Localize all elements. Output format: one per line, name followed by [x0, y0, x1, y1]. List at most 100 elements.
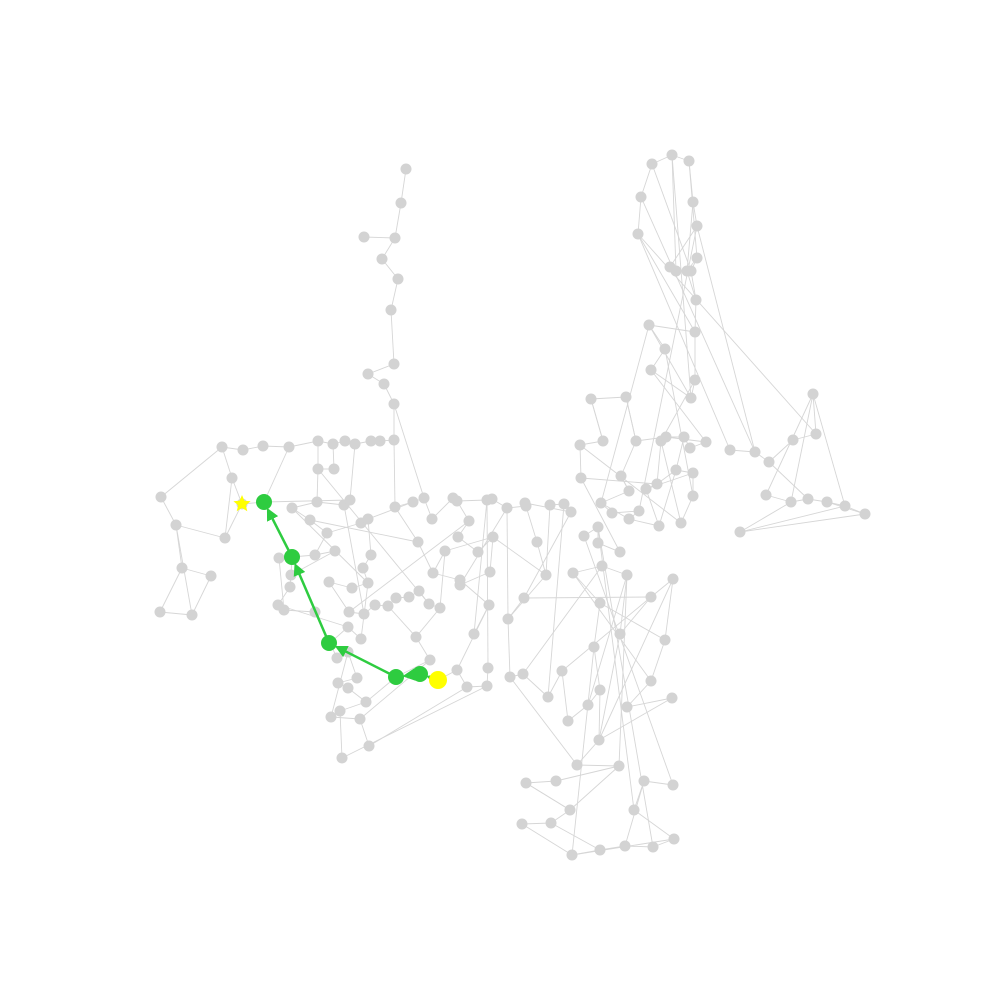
graph-node[interactable]	[216, 441, 228, 453]
graph-node[interactable]	[687, 490, 699, 502]
graph-node[interactable]	[378, 378, 390, 390]
graph-node[interactable]	[205, 570, 217, 582]
path-node[interactable]	[388, 669, 404, 685]
graph-node[interactable]	[593, 734, 605, 746]
graph-node[interactable]	[621, 569, 633, 581]
graph-node[interactable]	[392, 273, 404, 285]
graph-node[interactable]	[620, 391, 632, 403]
graph-node[interactable]	[667, 779, 679, 791]
graph-node[interactable]	[542, 691, 554, 703]
graph-node[interactable]	[278, 604, 290, 616]
graph-node[interactable]	[365, 435, 377, 447]
graph-node[interactable]	[564, 804, 576, 816]
graph-node[interactable]	[283, 441, 295, 453]
graph-node[interactable]	[566, 849, 578, 861]
graph-node[interactable]	[501, 502, 513, 514]
graph-node[interactable]	[311, 496, 323, 508]
graph-node[interactable]	[418, 492, 430, 504]
graph-node[interactable]	[614, 628, 626, 640]
graph-node[interactable]	[346, 582, 358, 594]
graph-node[interactable]	[691, 220, 703, 232]
graph-node[interactable]	[668, 833, 680, 845]
graph-node[interactable]	[687, 467, 699, 479]
graph-node[interactable]	[687, 196, 699, 208]
graph-node[interactable]	[423, 598, 435, 610]
graph-node[interactable]	[684, 442, 696, 454]
graph-node[interactable]	[400, 163, 412, 175]
graph-node[interactable]	[389, 501, 401, 513]
graph-node[interactable]	[594, 844, 606, 856]
graph-node[interactable]	[487, 531, 499, 543]
graph-node[interactable]	[219, 532, 231, 544]
graph-node[interactable]	[615, 470, 627, 482]
graph-node[interactable]	[328, 463, 340, 475]
graph-node[interactable]	[325, 711, 337, 723]
graph-node[interactable]	[643, 319, 655, 331]
graph-node[interactable]	[606, 507, 618, 519]
graph-node[interactable]	[582, 699, 594, 711]
graph-node[interactable]	[483, 599, 495, 611]
graph-node[interactable]	[482, 662, 494, 674]
graph-node[interactable]	[519, 497, 531, 509]
graph-node[interactable]	[588, 641, 600, 653]
graph-node[interactable]	[597, 435, 609, 447]
graph-node[interactable]	[362, 513, 374, 525]
graph-node[interactable]	[787, 434, 799, 446]
graph-node[interactable]	[619, 840, 631, 852]
path-node[interactable]	[256, 494, 272, 510]
graph-node[interactable]	[571, 759, 583, 771]
graph-node[interactable]	[689, 374, 701, 386]
graph-node[interactable]	[645, 675, 657, 687]
graph-node[interactable]	[517, 668, 529, 680]
graph-node[interactable]	[585, 393, 597, 405]
graph-node[interactable]	[424, 654, 436, 666]
graph-node[interactable]	[592, 521, 604, 533]
graph-node[interactable]	[635, 191, 647, 203]
graph-node[interactable]	[700, 436, 712, 448]
graph-node[interactable]	[632, 228, 644, 240]
graph-node[interactable]	[321, 527, 333, 539]
graph-node[interactable]	[389, 232, 401, 244]
graph-node[interactable]	[518, 592, 530, 604]
graph-node[interactable]	[312, 435, 324, 447]
graph-node[interactable]	[413, 585, 425, 597]
graph-node[interactable]	[426, 513, 438, 525]
graph-node[interactable]	[821, 496, 833, 508]
graph-node[interactable]	[273, 552, 285, 564]
graph-node[interactable]	[592, 537, 604, 549]
graph-node[interactable]	[186, 609, 198, 621]
graph-node[interactable]	[226, 472, 238, 484]
graph-node[interactable]	[309, 549, 321, 561]
graph-node[interactable]	[859, 508, 871, 520]
graph-node[interactable]	[363, 740, 375, 752]
graph-node[interactable]	[342, 682, 354, 694]
graph-node[interactable]	[468, 628, 480, 640]
path-node[interactable]	[284, 549, 300, 565]
graph-node[interactable]	[545, 817, 557, 829]
graph-node[interactable]	[675, 517, 687, 529]
graph-node[interactable]	[369, 599, 381, 611]
graph-node[interactable]	[358, 231, 370, 243]
graph-node[interactable]	[154, 606, 166, 618]
graph-node[interactable]	[640, 483, 652, 495]
graph-node[interactable]	[312, 463, 324, 475]
graph-node[interactable]	[284, 581, 296, 593]
graph-node[interactable]	[176, 562, 188, 574]
graph-node[interactable]	[388, 434, 400, 446]
graph-node[interactable]	[481, 680, 493, 692]
graph-node[interactable]	[623, 485, 635, 497]
graph-node[interactable]	[565, 506, 577, 518]
graph-node[interactable]	[463, 515, 475, 527]
graph-node[interactable]	[427, 567, 439, 579]
graph-node[interactable]	[237, 444, 249, 456]
graph-node[interactable]	[354, 713, 366, 725]
graph-node[interactable]	[170, 519, 182, 531]
graph-node[interactable]	[382, 600, 394, 612]
graph-node[interactable]	[666, 692, 678, 704]
graph-node[interactable]	[544, 499, 556, 511]
graph-node[interactable]	[596, 560, 608, 572]
graph-node[interactable]	[614, 546, 626, 558]
graph-node[interactable]	[646, 158, 658, 170]
graph-node[interactable]	[683, 155, 695, 167]
graph-node[interactable]	[562, 715, 574, 727]
